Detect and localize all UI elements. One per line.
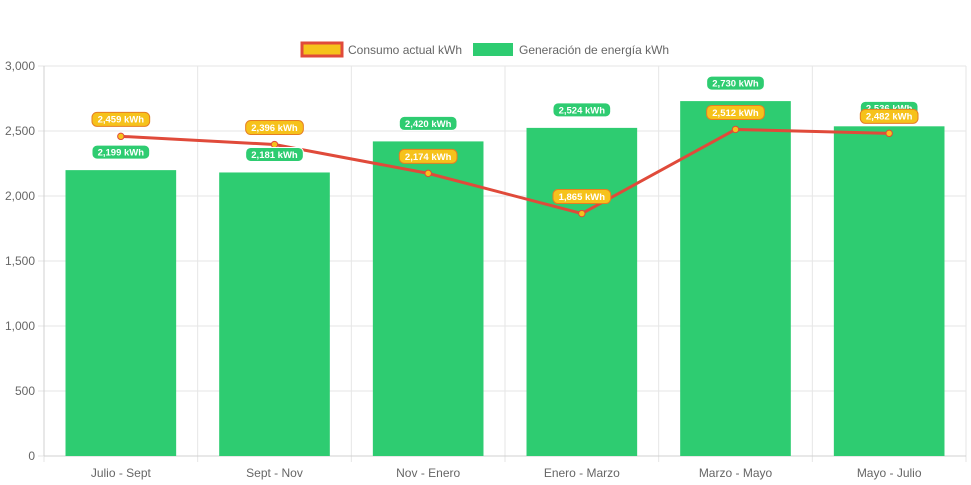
gridlines [38,65,967,462]
bar-data-label: 2,730 kWh [712,79,759,90]
line-data-label-badge-bg [245,120,304,136]
bar-data-label: 2,181 kWh [251,150,298,161]
line-data-label-badge-bg [398,148,458,164]
line-point [731,125,740,134]
bar-data-label-badge: 2,730 kWh [706,75,765,91]
y-tick-label: 1,500 [5,254,35,268]
bar-data-label-badge: 2,199 kWh [91,144,151,160]
bar-data-label: 2,199 kWh [98,148,145,159]
bar-data-label-badge-bg [245,146,304,162]
line-point [270,140,279,149]
consumo-line [120,127,890,216]
y-axis: 0 500 1,000 1,500 2,000 2,500 3,000 [5,59,45,463]
legend-label-generacion: Generación de energía kWh [519,43,669,57]
line-data-label-badge-bg [706,104,765,120]
line-data-label-badge-bg [859,108,919,124]
bar-data-label: 2,524 kWh [559,105,606,116]
bar [219,172,330,456]
line-data-label: 2,482 kWh [866,112,913,123]
line-data-label-badge-bg [552,189,612,205]
x-tick-label: Mayo - Julio [857,466,922,480]
legend-item-consumo[interactable]: Consumo actual kWh [300,41,462,58]
line-data-label-badge: 2,512 kWh [706,104,765,120]
line-data-label: 1,865 kWh [559,192,606,203]
bar-data-label-badge-bg [91,144,151,160]
data-labels: 2,199 kWh 2,181 kWh 2,420 kWh 2,524 kWh 2,73… [91,75,919,205]
line-data-label-badge: 2,174 kWh [398,148,458,164]
bar-data-label-badge-bg [552,102,612,118]
line-data-label: 2,512 kWh [712,108,759,119]
bar-data-label-badge: 2,181 kWh [245,146,304,162]
line-point [578,209,586,218]
line-data-label: 2,459 kWh [98,115,145,126]
bar [833,126,945,456]
line-data-label-badge: 1,865 kWh [552,189,612,205]
line-data-label: 2,174 kWh [405,152,452,163]
line-data-label-badge: 2,482 kWh [859,108,919,124]
line-data-label-badge: 2,396 kWh [245,120,304,136]
x-tick-label: Enero - Marzo [544,466,620,480]
line-data-label-badge: 2,459 kWh [91,111,151,127]
line-data-label-badge-bg [91,111,151,127]
x-tick-label: Marzo - Mayo [699,466,773,480]
bar [372,141,484,456]
legend-label-consumo: Consumo actual kWh [348,43,462,57]
legend-swatch-consumo [300,41,344,58]
line-point [424,169,432,178]
y-tick-label: 3,000 [5,59,35,73]
bar-series-generacion [65,101,945,456]
line-series-consumo [117,125,893,218]
bar-data-label-badge: 2,524 kWh [552,102,612,118]
chart-legend: Consumo actual kWh Generación de energía… [300,41,669,58]
y-tick-label: 0 [28,449,35,463]
x-tick-label: Nov - Enero [396,466,460,480]
bar [526,127,638,456]
line-data-label: 2,396 kWh [251,123,298,134]
bar [680,101,791,456]
y-tick-label: 2,000 [5,189,35,203]
y-tick-label: 1,000 [5,319,35,333]
x-tick-label: Julio - Sept [91,466,152,480]
bar-data-label: 2,420 kWh [405,119,452,130]
line-point [885,129,893,138]
bar-data-label-badge-bg [706,75,765,91]
line-point [117,132,125,141]
legend-swatch-generacion [473,43,513,56]
bar-data-label-badge-bg [398,115,458,131]
bar [65,170,177,456]
x-axis: Julio - Sept Sept - Nov Nov - Enero Enero -… [44,455,966,480]
legend-item-generacion[interactable]: Generación de energía kWh [473,43,669,57]
y-tick-label: 500 [15,384,35,398]
y-tick-label: 2,500 [5,124,35,138]
x-tick-label: Sept - Nov [246,466,303,480]
bar-data-label-badge: 2,420 kWh [398,115,458,131]
